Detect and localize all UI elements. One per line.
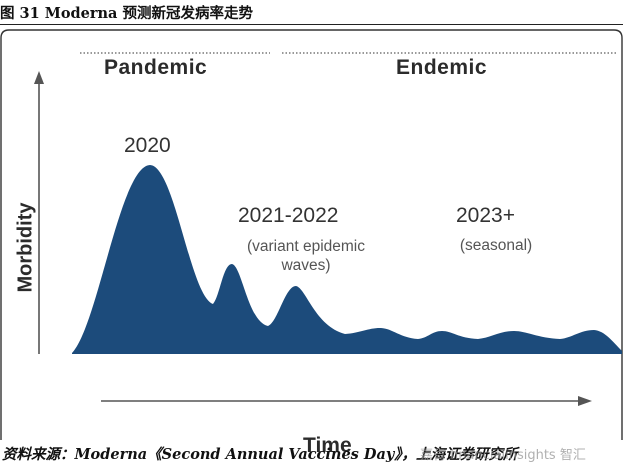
figure-source: 资料来源：Moderna《Second Annual Vaccines Day》…: [2, 446, 518, 463]
panel-border: [0, 29, 623, 440]
annotation-variant-waves-line2: waves): [281, 257, 331, 274]
annotation-2020: 2020: [124, 134, 171, 157]
annotation-variant-waves-line1: (variant epidemic: [246, 238, 366, 255]
phase-label-pandemic: Pandemic: [104, 56, 208, 79]
phase-label-endemic: Endemic: [396, 56, 488, 79]
annotation-2021-2022: 2021-2022: [238, 204, 339, 227]
y-axis-arrowhead: [34, 71, 44, 84]
morbidity-curve: [72, 165, 622, 354]
y-axis-label: Morbidity: [14, 202, 37, 293]
annotation-2023: 2023+: [456, 204, 515, 227]
watermark: 嘉肯 financialinsights 智汇: [420, 448, 586, 463]
annotation-seasonal: (seasonal): [459, 237, 533, 254]
x-axis-label: Time: [303, 434, 352, 457]
title-rule: [0, 24, 623, 25]
diagram-panel: Pandemic Endemic Morbidity Time 2020 202…: [0, 26, 623, 457]
diagram-canvas: [0, 29, 623, 440]
annotation-variant-waves: (variant epidemic waves): [222, 237, 390, 275]
figure-title: 图 31 Moderna 预测新冠发病率走势: [0, 5, 253, 22]
x-axis-arrowhead: [578, 396, 592, 406]
